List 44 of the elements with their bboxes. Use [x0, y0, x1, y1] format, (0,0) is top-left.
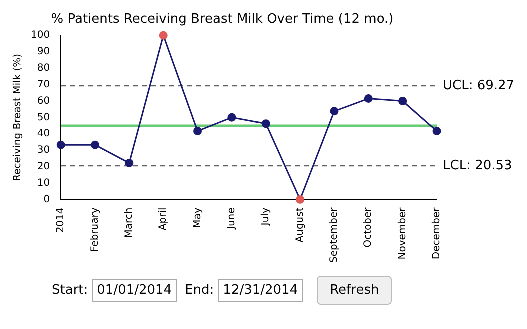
y-tick-label: 50	[37, 112, 50, 124]
point	[296, 195, 305, 204]
y-tick-label: 70	[37, 79, 50, 90]
y-tick-label: 60	[37, 96, 50, 107]
point	[330, 107, 339, 116]
x-tick-label: August	[294, 208, 306, 243]
x-tick-label: November	[397, 206, 408, 260]
refresh-button: Refresh	[317, 276, 392, 305]
y-axis-title: Receiving Breast Milk (%)	[12, 54, 24, 182]
text: Start:	[52, 283, 88, 298]
x-tick-label: February	[90, 208, 101, 252]
point	[91, 140, 100, 150]
point	[228, 113, 236, 122]
ref-line-label: LCL: 20.53	[443, 158, 512, 174]
y-tick-label: 40	[37, 128, 50, 140]
y-tick-label: 80	[37, 63, 50, 74]
point	[56, 140, 66, 150]
y-tick-label: 30	[37, 145, 50, 156]
point	[398, 97, 408, 106]
end-date-field: 12/31/2014	[218, 279, 304, 302]
x-tick-label: March	[124, 208, 136, 238]
x-tick-label: 2014	[56, 208, 67, 234]
x-tick-label: December	[432, 206, 443, 260]
x-tick-label: April	[158, 208, 170, 231]
text: End:	[185, 283, 214, 298]
point	[262, 120, 270, 128]
point	[194, 127, 202, 136]
point	[125, 159, 134, 168]
start-date-field: 01/01/2014	[92, 279, 178, 302]
y-tick-label: 100	[30, 30, 50, 42]
x-tick-label: May	[192, 208, 204, 228]
x-tick-label: September	[329, 206, 340, 264]
y-tick-label: 20	[37, 161, 50, 172]
point	[364, 94, 373, 104]
chart-title: % Patients Receiving Breast Milk Over Time (12 mo.)	[51, 12, 394, 28]
ref-line-label: UCL: 69.27	[443, 78, 515, 94]
point	[432, 127, 442, 136]
x-tick-label: July	[260, 208, 272, 227]
point	[159, 31, 168, 40]
x-tick-label: June	[226, 208, 238, 231]
y-tick-label: 90	[37, 46, 50, 58]
y-tick-label: 0	[44, 194, 50, 206]
y-tick-label: 10	[37, 178, 50, 189]
x-tick-label: October	[363, 206, 374, 248]
